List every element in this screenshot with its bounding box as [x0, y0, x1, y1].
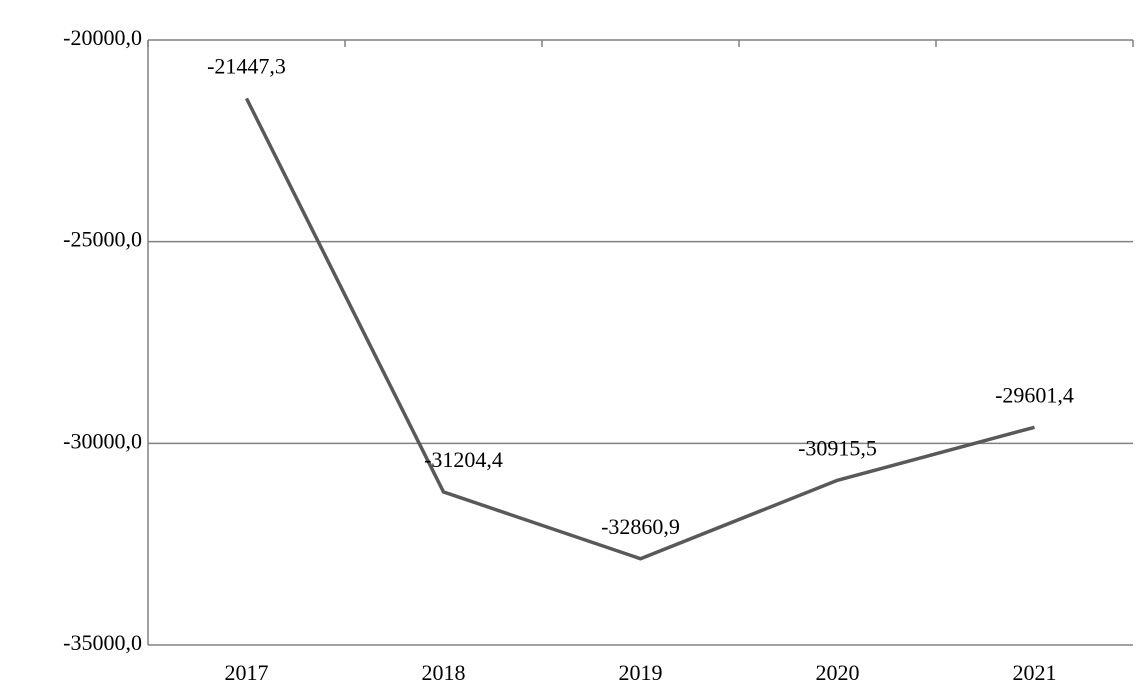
data-label: -21447,3	[207, 53, 286, 78]
x-tick-label: 2017	[225, 660, 269, 685]
data-label: -32860,9	[601, 514, 680, 539]
data-label: -30915,5	[798, 435, 877, 460]
x-tick-label: 2019	[619, 660, 663, 685]
data-label: -31204,4	[424, 447, 503, 472]
x-tick-label: 2021	[1013, 660, 1057, 685]
y-tick-label: -25000,0	[63, 227, 142, 252]
x-tick-label: 2020	[816, 660, 860, 685]
y-tick-label: -20000,0	[63, 25, 142, 50]
x-tick-label: 2018	[422, 660, 466, 685]
line	[244, 97, 1035, 561]
data-label: -29601,4	[995, 382, 1074, 407]
y-tick-label: -30000,0	[63, 428, 142, 453]
y-tick-label: -35000,0	[63, 630, 142, 655]
